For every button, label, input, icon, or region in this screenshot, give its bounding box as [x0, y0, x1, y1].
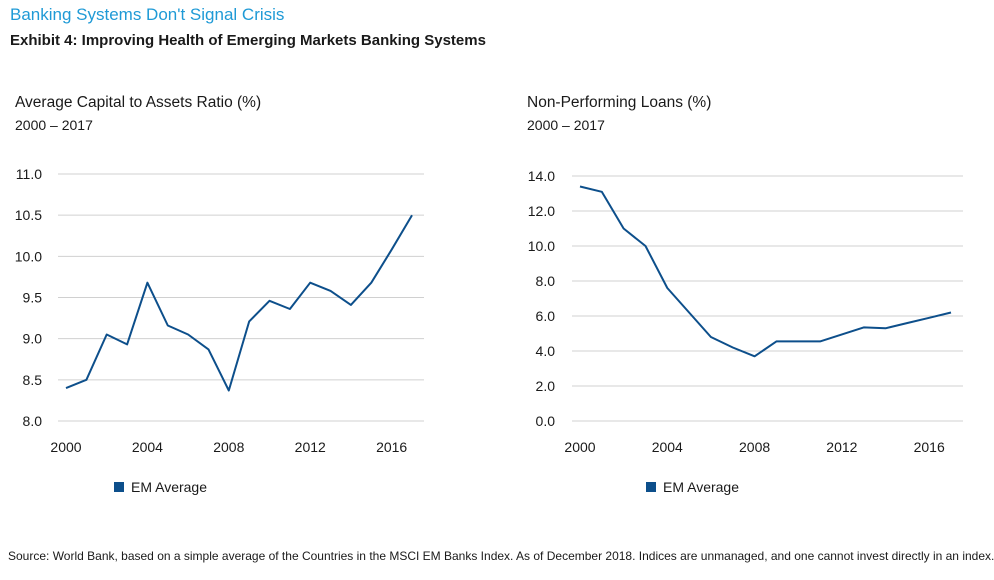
series-line-em-average	[579, 185, 952, 358]
y-tick-label: 10.5	[15, 207, 42, 223]
y-tick-label: 0.0	[536, 413, 556, 429]
y-tick-label: 6.0	[536, 308, 556, 324]
source-note: Source: World Bank, based on a simple av…	[8, 549, 994, 563]
left-legend: EM Average	[114, 479, 207, 495]
x-tick-label: 2008	[739, 439, 770, 455]
y-tick-label: 8.5	[23, 372, 43, 388]
x-tick-label: 2016	[914, 439, 945, 455]
y-tick-label: 9.0	[23, 331, 43, 347]
y-tick-label: 14.0	[528, 168, 555, 184]
headline: Banking Systems Don't Signal Crisis	[10, 5, 285, 24]
y-tick-label: 2.0	[536, 378, 556, 394]
x-tick-label: 2012	[826, 439, 857, 455]
y-tick-label: 11.0	[16, 166, 42, 182]
legend-label: EM Average	[131, 479, 208, 495]
y-tick-label: 4.0	[536, 343, 556, 359]
x-tick-label: 2000	[564, 439, 595, 455]
exhibit-title: Exhibit 4: Improving Health of Emerging …	[10, 32, 486, 49]
x-tick-label: 2016	[376, 439, 407, 455]
legend-swatch	[646, 482, 656, 492]
x-tick-label: 2004	[652, 439, 683, 455]
y-tick-label: 9.5	[23, 290, 43, 306]
y-tick-label: 10.0	[528, 238, 555, 254]
y-tick-label: 10.0	[15, 248, 42, 264]
legend-swatch	[114, 482, 124, 492]
x-tick-label: 2008	[213, 439, 244, 455]
legend-label: EM Average	[663, 479, 740, 495]
x-tick-label: 2000	[50, 439, 81, 455]
right-chart-title: Non-Performing Loans (%)	[527, 94, 712, 111]
series-line-em-average	[65, 214, 413, 392]
x-tick-label: 2012	[295, 439, 326, 455]
right-legend: EM Average	[646, 479, 739, 495]
y-tick-label: 8.0	[23, 413, 43, 429]
y-tick-label: 12.0	[528, 203, 555, 219]
y-tick-label: 8.0	[536, 273, 556, 289]
x-tick-label: 2004	[132, 439, 163, 455]
right-chart-period: 2000 – 2017	[527, 117, 605, 133]
left-chart-title: Average Capital to Assets Ratio (%)	[15, 94, 262, 111]
left-chart-period: 2000 – 2017	[15, 117, 93, 133]
